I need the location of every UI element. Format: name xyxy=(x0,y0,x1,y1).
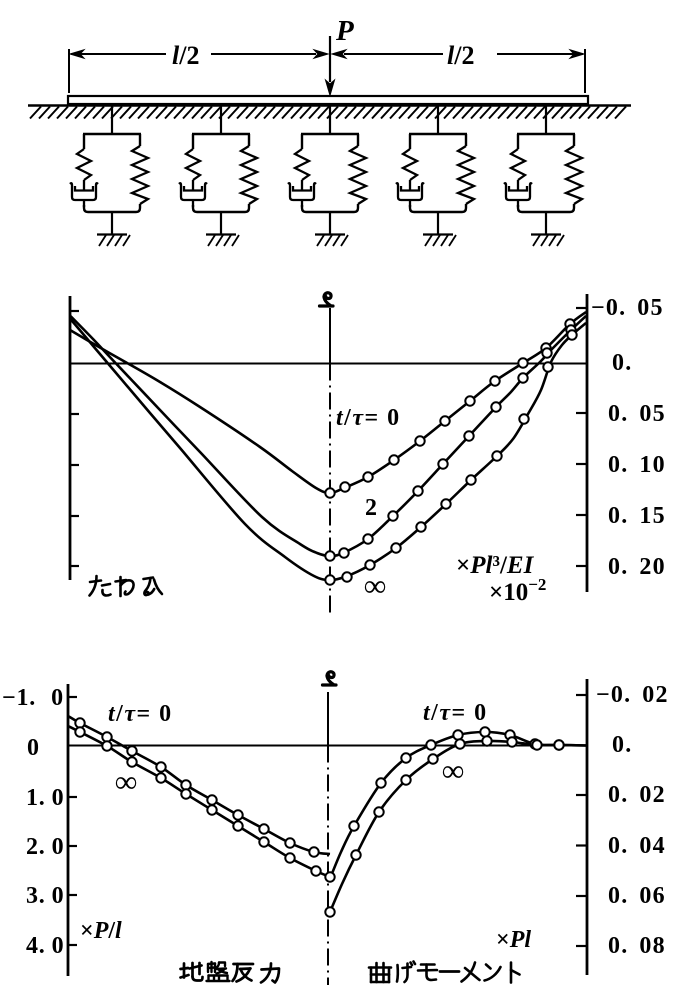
svg-text:0.: 0. xyxy=(612,350,632,376)
svg-text:∞: ∞ xyxy=(364,568,386,603)
svg-text:3.0: 3. 0 xyxy=(26,883,64,909)
svg-text:P: P xyxy=(335,15,354,47)
svg-text:2.0: 2. 0 xyxy=(26,834,64,860)
svg-text:t/τ= 0: t/τ= 0 xyxy=(336,405,401,431)
svg-text:∞: ∞ xyxy=(442,753,464,788)
svg-text:∞: ∞ xyxy=(115,764,137,799)
svg-text:l/2: l/2 xyxy=(447,41,474,70)
svg-text:0: 0 xyxy=(27,735,40,761)
svg-text:×Pl: ×Pl xyxy=(496,927,531,953)
svg-text:×Pl³/EI: ×Pl³/EI xyxy=(456,552,535,579)
svg-text:t/τ= 0: t/τ= 0 xyxy=(423,700,488,726)
svg-text:×P/l: ×P/l xyxy=(80,918,122,944)
svg-text:1.0: 1. 0 xyxy=(26,785,64,811)
svg-text:4.0: 4. 0 xyxy=(26,933,64,959)
svg-text:0.: 0. xyxy=(612,732,632,758)
svg-text:2: 2 xyxy=(365,495,377,521)
svg-text:l/2: l/2 xyxy=(172,41,199,70)
svg-text:t/τ= 0: t/τ= 0 xyxy=(108,701,173,727)
svg-text:−1.0: −1. 0 xyxy=(2,685,64,711)
